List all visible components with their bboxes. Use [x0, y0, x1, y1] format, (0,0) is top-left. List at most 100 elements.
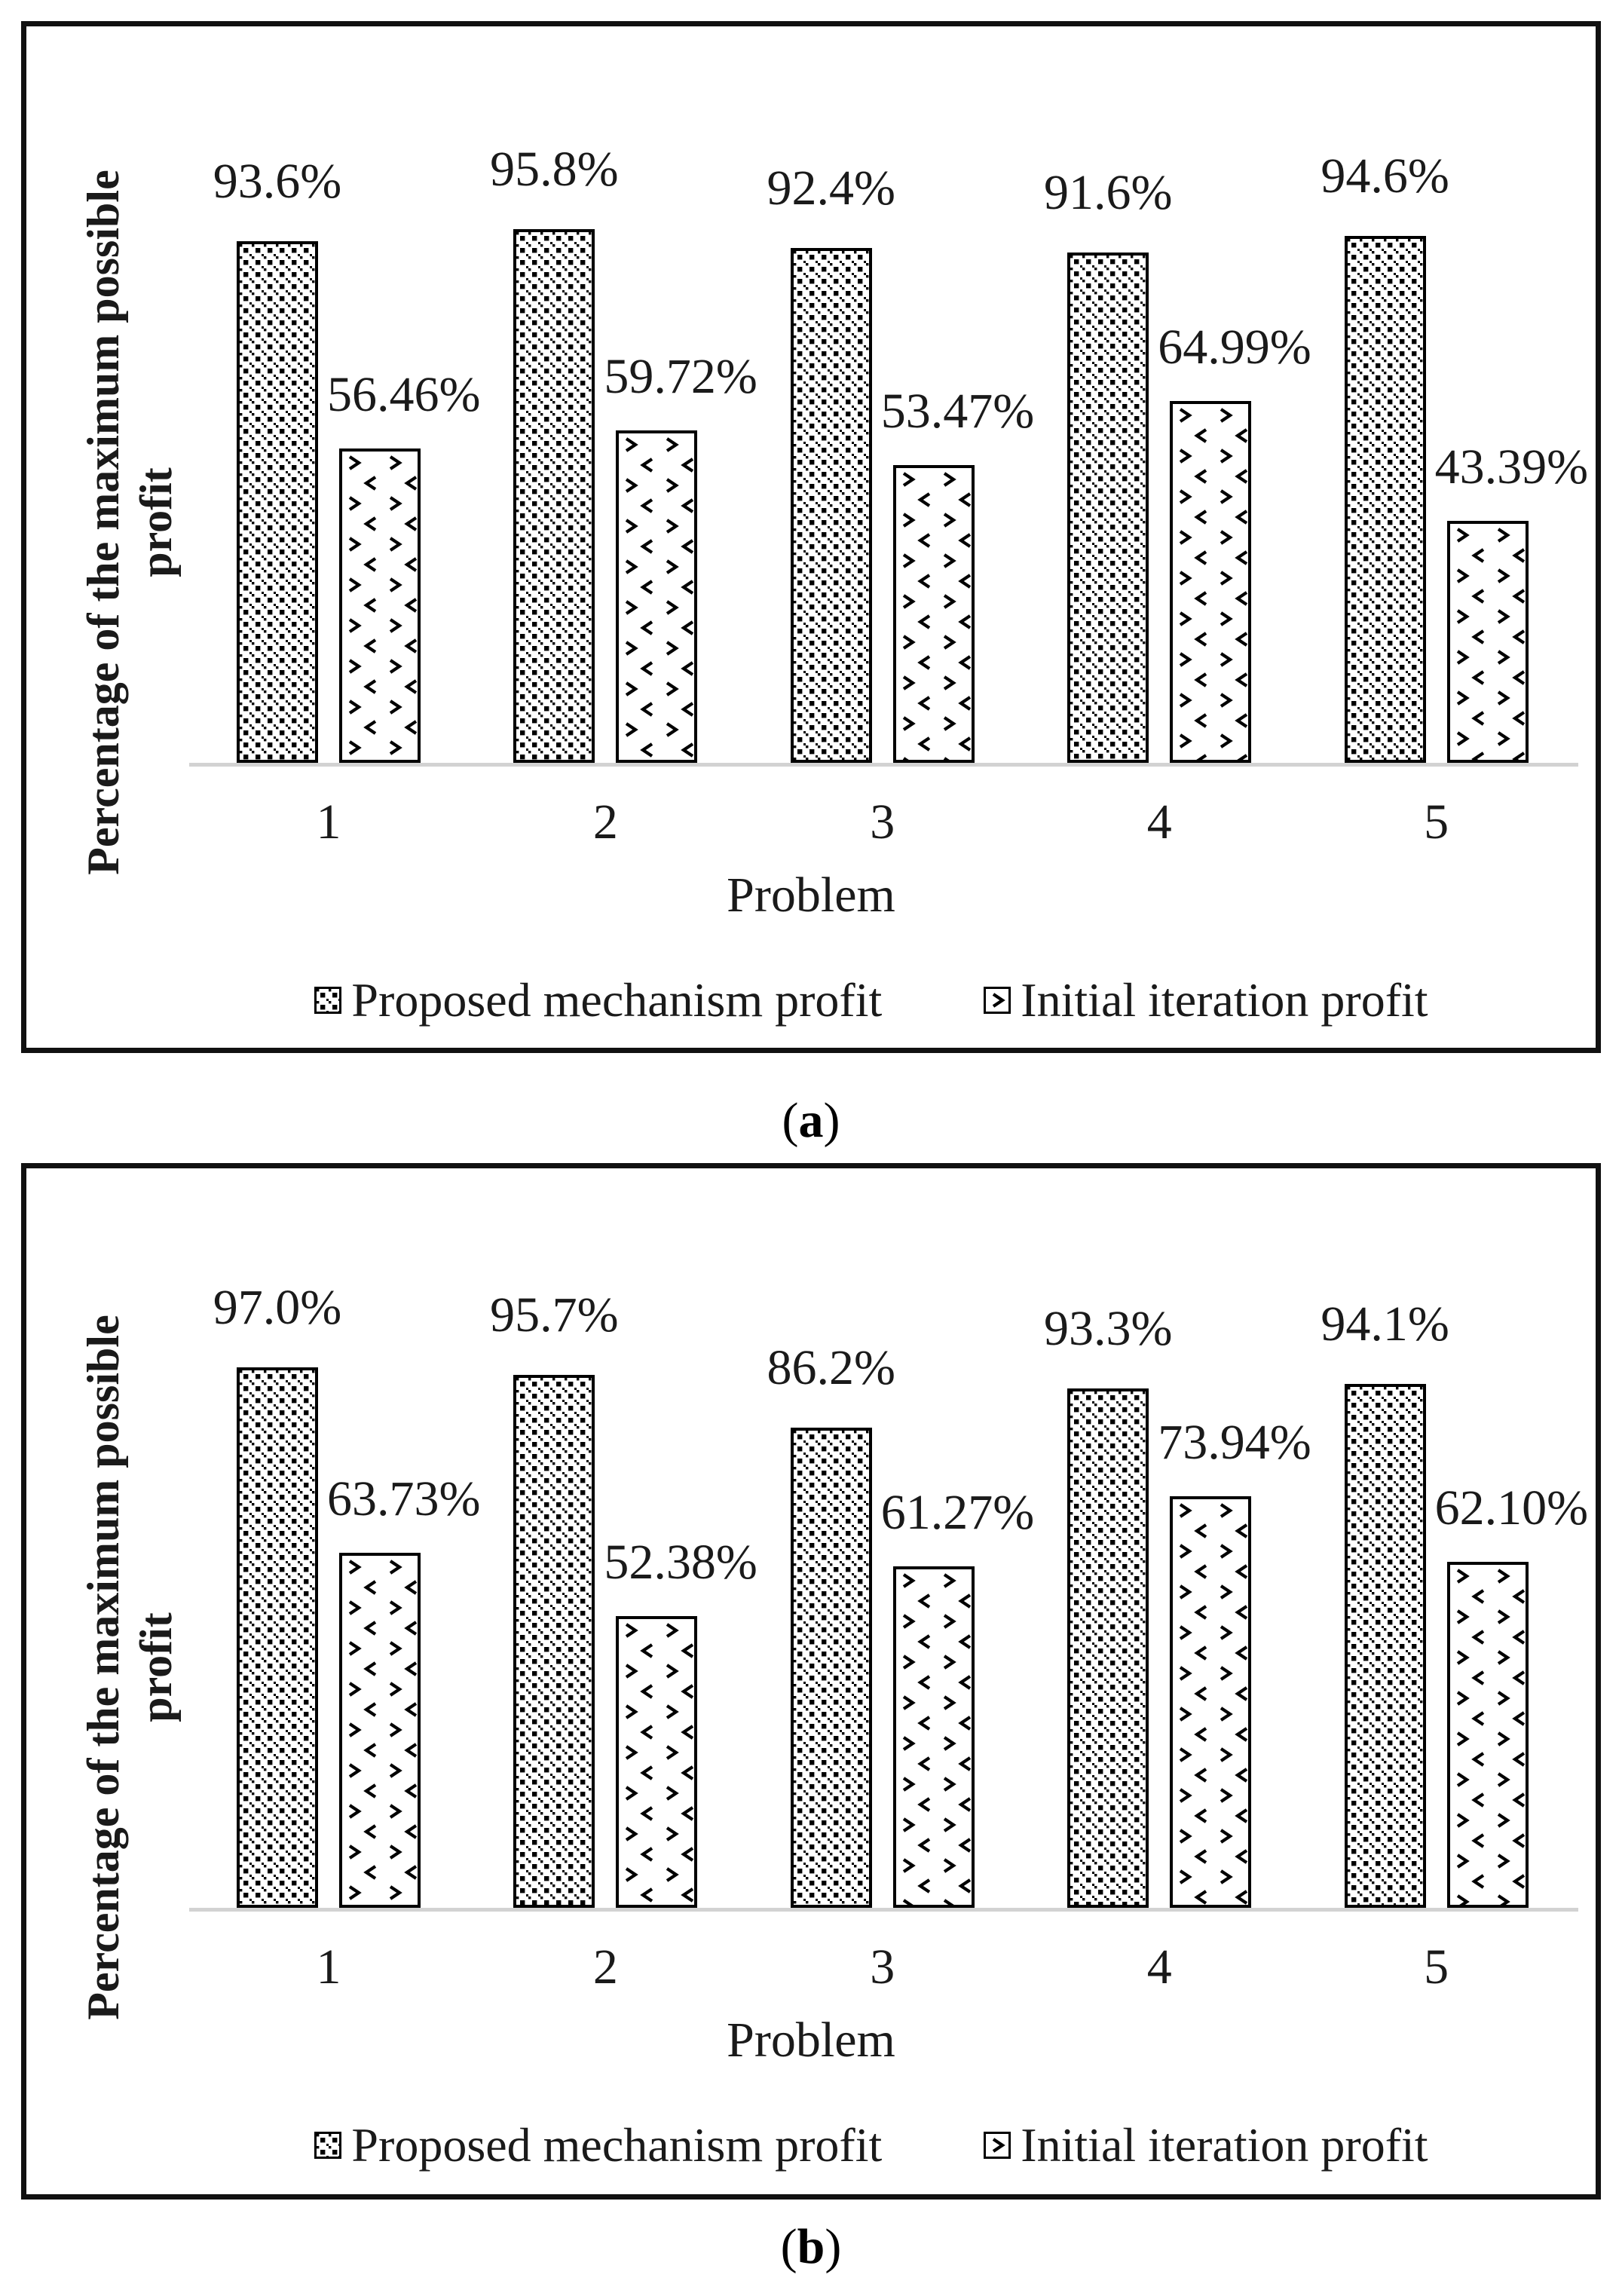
diagonal-hatch-fill: [1070, 1391, 1146, 1905]
y-axis-title-line1: Percentage of the maximum possible: [78, 170, 128, 875]
diagonal-hatch-fill: [516, 1378, 592, 1905]
y-axis-title-line2: profit: [130, 467, 181, 577]
legend-item-initial: Initial iteration profit: [984, 2121, 1428, 2169]
x-tick-label-2: 2: [592, 1939, 618, 1994]
diagonal-hatch-fill: [1347, 1387, 1423, 1905]
x-axis-title-a: Problem: [727, 868, 895, 923]
value-label-initial-problem-4: 73.94%: [1158, 1415, 1311, 1470]
legend-swatch-divot-hatch: [984, 987, 1011, 1014]
diagonal-hatch-fill: [317, 989, 340, 1012]
legend-label-initial: Initial iteration profit: [1021, 973, 1428, 1027]
bar-proposed-problem-5: [1344, 236, 1426, 763]
bar-proposed-problem-4: [1067, 253, 1149, 763]
value-label-proposed-problem-2: 95.7%: [490, 1287, 619, 1342]
x-tick-label-1: 1: [316, 794, 341, 850]
value-label-proposed-problem-4: 91.6%: [1043, 165, 1173, 220]
value-label-proposed-problem-5: 94.1%: [1321, 1296, 1449, 1352]
y-axis-title-line1: Percentage of the maximum possible: [78, 1315, 128, 2020]
value-label-proposed-problem-1: 93.6%: [213, 154, 342, 209]
caption-b-close: ): [825, 2219, 842, 2274]
legend-label-initial: Initial iteration profit: [1021, 2118, 1428, 2172]
diagonal-hatch-fill: [240, 1370, 315, 1905]
diagonal-hatch-fill: [1070, 256, 1146, 760]
divot-hatch-fill: [1449, 1565, 1526, 1905]
legend-label-proposed: Proposed mechanism profit: [351, 973, 883, 1027]
bar-initial-problem-1: [339, 448, 421, 763]
divot-hatch-fill: [342, 1556, 418, 1905]
bar-initial-problem-2: [616, 1616, 698, 1908]
diagonal-hatch-fill: [793, 1431, 869, 1905]
diagonal-hatch-fill: [1347, 239, 1423, 760]
value-label-proposed-problem-5: 94.6%: [1321, 148, 1449, 204]
divot-hatch-fill: [342, 452, 418, 760]
divot-hatch-fill: [619, 433, 695, 760]
plot-area-a: Percentage of the maximum possible profi…: [47, 47, 1588, 1027]
x-tick-label-2: 2: [592, 794, 618, 850]
legend-item-proposed: Proposed mechanism profit: [314, 976, 882, 1024]
value-label-proposed-problem-2: 95.8%: [490, 142, 619, 197]
x-tick-label-3: 3: [870, 794, 895, 850]
divot-hatch-fill: [619, 1619, 695, 1905]
bar-initial-problem-3: [892, 465, 975, 763]
legend-label-proposed: Proposed mechanism profit: [351, 2118, 883, 2172]
value-label-proposed-problem-4: 93.3%: [1043, 1301, 1173, 1356]
value-label-initial-problem-3: 53.47%: [880, 384, 1035, 439]
x-tick-label-5: 5: [1424, 794, 1449, 850]
caption-b-open: (: [780, 2219, 797, 2274]
diagonal-hatch-fill: [516, 232, 592, 760]
x-axis-line: [189, 763, 1578, 767]
x-axis-line: [189, 1908, 1578, 1912]
x-tick-label-1: 1: [316, 1939, 341, 1994]
bar-proposed-problem-5: [1344, 1384, 1426, 1908]
plot-area-b: Percentage of the maximum possible profi…: [47, 1189, 1588, 2173]
caption-a: (a): [0, 1090, 1622, 1153]
value-label-initial-problem-2: 52.38%: [604, 1535, 757, 1590]
divot-hatch-fill: [986, 989, 1009, 1012]
bar-proposed-problem-3: [790, 1428, 872, 1908]
diagonal-hatch-fill: [317, 2134, 340, 2157]
legend-item-initial: Initial iteration profit: [984, 976, 1428, 1024]
x-tick-label-4: 4: [1146, 1939, 1172, 1994]
y-axis-title-line2: profit: [130, 1612, 181, 1722]
bar-initial-problem-5: [1446, 1562, 1529, 1908]
bar-initial-problem-4: [1170, 1496, 1252, 1908]
bar-proposed-problem-2: [513, 229, 595, 763]
caption-b: (b): [0, 2216, 1622, 2279]
x-axis-title-b: Problem: [727, 2013, 895, 2068]
legend-swatch-diagonal-hatch: [314, 2132, 342, 2159]
value-label-initial-problem-2: 59.72%: [604, 349, 757, 404]
bar-proposed-problem-2: [513, 1375, 595, 1908]
chart-panel-b: Percentage of the maximum possible profi…: [21, 1163, 1601, 2200]
caption-b-letter: b: [797, 2219, 825, 2274]
diagonal-hatch-fill: [240, 244, 315, 760]
bar-proposed-problem-1: [237, 241, 318, 763]
legend-swatch-diagonal-hatch: [314, 987, 342, 1014]
value-label-proposed-problem-3: 86.2%: [767, 1340, 896, 1395]
bar-initial-problem-5: [1446, 521, 1529, 763]
caption-a-close: ): [823, 1093, 840, 1148]
bar-initial-problem-1: [339, 1553, 421, 1908]
legend-a: Proposed mechanism profit Initial iterati…: [168, 976, 1575, 1024]
x-tick-label-4: 4: [1146, 794, 1172, 850]
x-tick-label-3: 3: [870, 1939, 895, 1994]
value-label-initial-problem-5: 62.10%: [1434, 1480, 1589, 1535]
bar-initial-problem-4: [1170, 401, 1252, 763]
value-label-initial-problem-4: 64.99%: [1158, 320, 1311, 375]
value-label-proposed-problem-3: 92.4%: [767, 161, 896, 216]
bar-initial-problem-3: [892, 1566, 975, 1908]
divot-hatch-fill: [1173, 1499, 1249, 1905]
bar-proposed-problem-4: [1067, 1388, 1149, 1908]
bar-proposed-problem-3: [790, 248, 872, 763]
legend-item-proposed: Proposed mechanism profit: [314, 2121, 882, 2169]
value-label-proposed-problem-1: 97.0%: [213, 1280, 342, 1335]
caption-a-letter: a: [798, 1093, 824, 1148]
divot-hatch-fill: [1173, 404, 1249, 760]
chart-panel-a: Percentage of the maximum possible profi…: [21, 21, 1601, 1053]
divot-hatch-fill: [986, 2134, 1009, 2157]
legend-b: Proposed mechanism profit Initial iterati…: [168, 2121, 1575, 2169]
value-label-initial-problem-1: 56.46%: [327, 367, 481, 422]
legend-swatch-divot-hatch: [984, 2132, 1011, 2159]
divot-hatch-fill: [895, 468, 972, 760]
value-label-initial-problem-1: 63.73%: [327, 1471, 481, 1526]
